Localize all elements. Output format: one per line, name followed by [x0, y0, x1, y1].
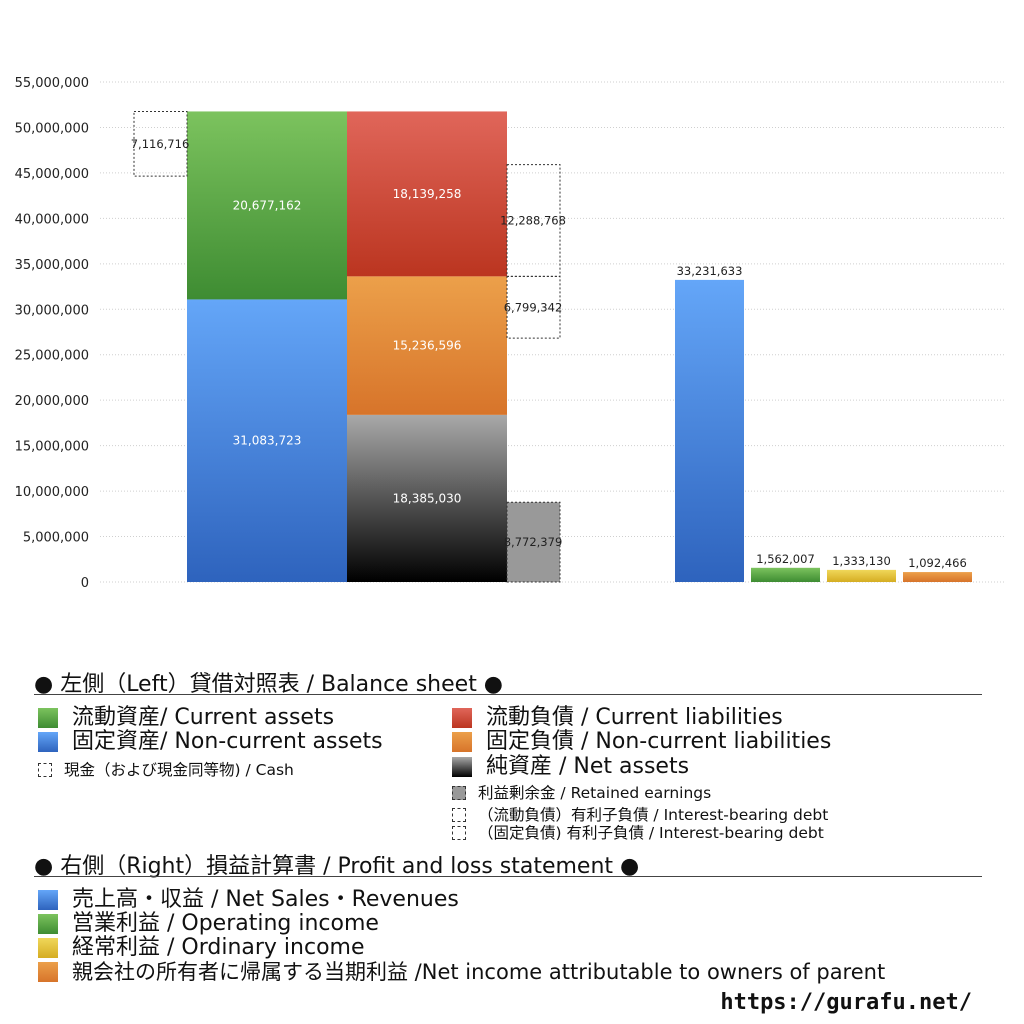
box-cash: [133, 110, 188, 177]
legend-label: 現金（および現金同等物) / Cash: [64, 761, 294, 779]
legend-item-net-income-parent: 親会社の所有者に帰属する当期利益 /Net income attributabl…: [38, 960, 885, 984]
swatch-icon: [452, 786, 466, 800]
swatch-icon: [452, 826, 466, 840]
legend-item-cash: 現金（および現金同等物) / Cash: [38, 761, 294, 779]
swatch-icon: [452, 708, 472, 728]
chart: 0 5,000,000 10,000,000 15,000,000 20,000,000…: [15, 76, 1006, 591]
legend-item-net-sales: 売上高・収益 / Net Sales・Revenues: [38, 888, 459, 912]
legend-label: 経常利益 / Ordinary income: [72, 935, 365, 960]
bar-net_assets: [347, 414, 507, 582]
y-tick-label: 45,000,000: [15, 167, 89, 182]
legend-item-net-assets: 純資産 / Net assets: [452, 755, 689, 779]
legend-label: 利益剰余金 / Retained earnings: [478, 784, 712, 802]
label-current-ibd: 12,288,768: [500, 213, 566, 227]
legend-item-noncurrent-liabilities: 固定負債 / Non-current liabilities: [452, 730, 831, 754]
swatch-icon: [38, 962, 58, 982]
label-cash: 7,116,716: [131, 137, 190, 151]
bar-noncurrent_liabilities: [347, 276, 507, 415]
legend-right-heading: ● 右側（Right）損益計算書 / Profit and loss state…: [34, 854, 640, 879]
data-labels: 31,083,723 20,677,162 7,116,716 18,385,030 1…: [131, 137, 967, 570]
legend-item-ordinary-income: 経常利益 / Ordinary income: [38, 936, 365, 960]
swatch-icon: [38, 914, 58, 934]
legend-label: 営業利益 / Operating income: [72, 911, 379, 936]
legend-label: 固定資産/ Non-current assets: [72, 729, 383, 754]
y-tick-label: 40,000,000: [15, 212, 89, 227]
label-operating_income: 1,562,007: [756, 552, 815, 566]
bar-ordinary_income: [827, 569, 896, 582]
legend-label: 固定負債 / Non-current liabilities: [486, 729, 832, 754]
bar-noncurrent_assets: [187, 299, 347, 582]
legend-left-rule: [34, 694, 982, 695]
legend-item-operating-income: 営業利益 / Operating income: [38, 912, 379, 936]
swatch-icon: [38, 732, 58, 752]
label-noncurrent_liabilities: 15,236,596: [393, 339, 462, 353]
box-retained-earnings: [506, 501, 561, 583]
swatch-icon: [452, 732, 472, 752]
label-ordinary_income: 1,333,130: [832, 554, 891, 568]
box-noncurrent-ibd: [506, 275, 561, 339]
y-tick-label: 50,000,000: [15, 121, 89, 136]
legend-item-noncurrent-assets: 固定資産/ Non-current assets: [38, 730, 383, 754]
label-current_assets: 20,677,162: [233, 198, 302, 212]
label-retained-earnings: 8,772,379: [504, 535, 563, 549]
label-noncurrent-ibd: 6,799,342: [504, 300, 563, 314]
swatch-icon: [38, 890, 58, 910]
site-url: https://gurafu.net/: [720, 990, 972, 1015]
bar-current_liabilities: [347, 111, 507, 277]
box-current-ibd: [506, 164, 561, 277]
y-tick-label: 10,000,000: [15, 485, 89, 500]
y-tick-label: 5,000,000: [23, 531, 89, 546]
legend-label: 純資産 / Net assets: [486, 754, 690, 779]
legend-label: （固定負債) 有利子負債 / Interest-bearing debt: [478, 824, 824, 842]
legend-item-current-liabilities: 流動負債 / Current liabilities: [452, 706, 783, 730]
y-tick-label: 30,000,000: [15, 303, 89, 318]
y-tick-label: 35,000,000: [15, 258, 89, 273]
label-noncurrent_assets: 31,083,723: [233, 434, 302, 448]
legend-label: 親会社の所有者に帰属する当期利益 /Net income attributabl…: [72, 960, 886, 984]
bar-net_sales: [675, 279, 744, 582]
bar-operating_income: [751, 567, 820, 582]
legend-item-current-assets: 流動資産/ Current assets: [38, 706, 334, 730]
legend-label: 流動資産/ Current assets: [72, 705, 335, 730]
bars: [133, 110, 972, 583]
bar-net_income_parent: [903, 572, 972, 582]
y-tick-label: 55,000,000: [15, 76, 89, 91]
label-net_income_parent: 1,092,466: [908, 556, 967, 570]
swatch-icon: [452, 757, 472, 777]
label-net_sales: 33,231,633: [677, 264, 743, 278]
legend-label: 売上高・収益 / Net Sales・Revenues: [72, 887, 459, 912]
bar-current_assets: [187, 111, 347, 300]
y-axis-ticks: 0 5,000,000 10,000,000 15,000,000 20,000,000…: [15, 76, 89, 591]
legend-right-rule: [34, 876, 982, 877]
y-tick-label: 0: [81, 576, 89, 591]
y-tick-label: 15,000,000: [15, 440, 89, 455]
label-net_assets: 18,385,030: [393, 491, 462, 505]
legend-item-noncurrent-ibd: （固定負債) 有利子負債 / Interest-bearing debt: [452, 824, 824, 842]
legend-item-current-ibd: （流動負債）有利子負債 / Interest-bearing debt: [452, 806, 828, 824]
y-tick-label: 20,000,000: [15, 394, 89, 409]
swatch-icon: [38, 938, 58, 958]
legend-item-retained-earnings: 利益剰余金 / Retained earnings: [452, 784, 711, 802]
label-current_liabilities: 18,139,258: [393, 187, 462, 201]
legend-label: 流動負債 / Current liabilities: [486, 705, 783, 730]
legend-left-heading: ● 左側（Left）貸借対照表 / Balance sheet ●: [34, 672, 504, 697]
y-tick-label: 25,000,000: [15, 349, 89, 364]
legend-label: （流動負債）有利子負債 / Interest-bearing debt: [478, 806, 829, 824]
swatch-icon: [452, 808, 466, 822]
swatch-icon: [38, 708, 58, 728]
swatch-icon: [38, 763, 52, 777]
